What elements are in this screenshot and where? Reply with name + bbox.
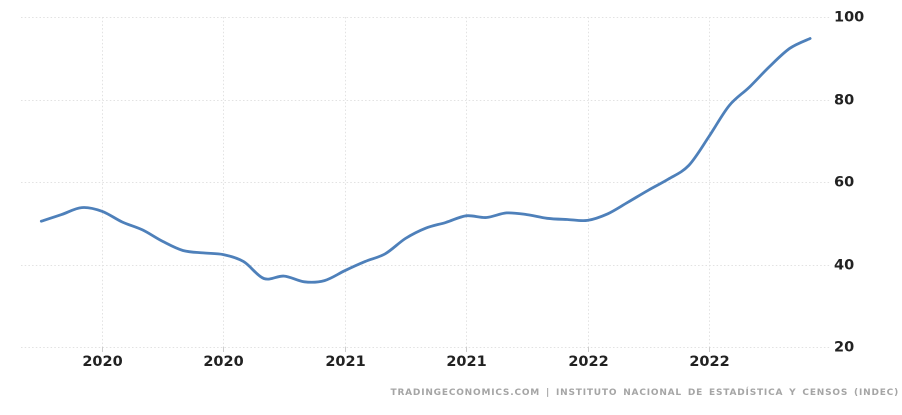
y-axis-label: 40 xyxy=(834,258,854,274)
source-attribution: TRADINGECONOMICS.COM | INSTITUTO NACIONA… xyxy=(390,388,899,398)
x-axis-label: 2022 xyxy=(568,354,608,370)
x-axis-label: 2021 xyxy=(446,354,486,370)
x-axis-label: 2022 xyxy=(689,354,729,370)
x-axis-label: 2020 xyxy=(203,354,243,370)
y-axis-label: 100 xyxy=(834,10,864,26)
x-axis-label: 2020 xyxy=(82,354,122,370)
x-axis-label: 2021 xyxy=(325,354,365,370)
y-axis-label: 80 xyxy=(834,93,854,109)
y-axis-label: 60 xyxy=(834,175,854,191)
y-axis-label: 20 xyxy=(834,340,854,356)
inflation-line-series[interactable] xyxy=(39,37,812,284)
